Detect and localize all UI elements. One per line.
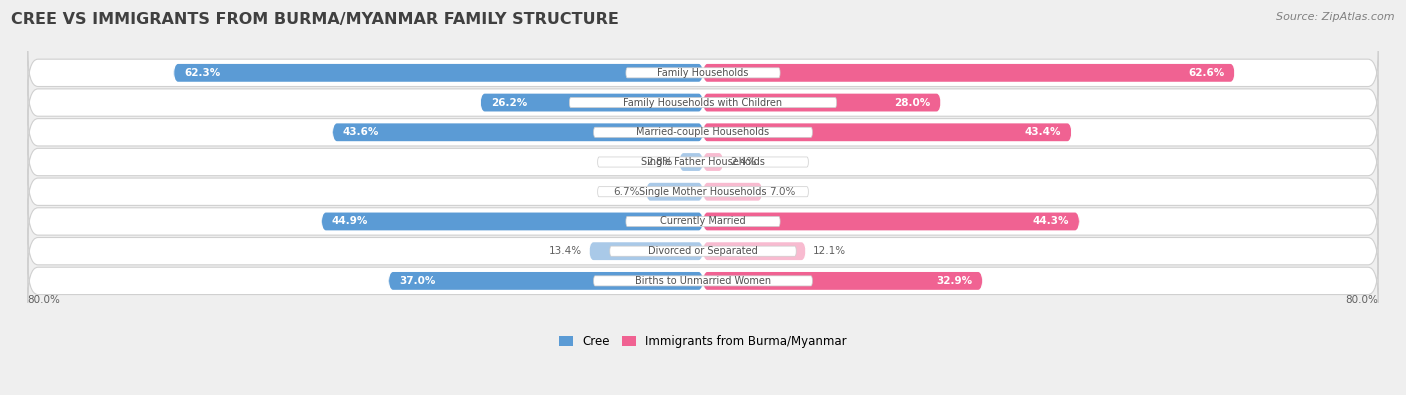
Text: 2.4%: 2.4%	[730, 157, 756, 167]
FancyBboxPatch shape	[703, 153, 723, 171]
Text: 43.4%: 43.4%	[1025, 127, 1062, 137]
FancyBboxPatch shape	[174, 64, 703, 82]
Legend: Cree, Immigrants from Burma/Myanmar: Cree, Immigrants from Burma/Myanmar	[554, 331, 852, 353]
FancyBboxPatch shape	[28, 170, 1378, 214]
Text: 2.8%: 2.8%	[645, 157, 672, 167]
FancyBboxPatch shape	[610, 246, 796, 256]
FancyBboxPatch shape	[593, 127, 813, 137]
Text: 13.4%: 13.4%	[550, 246, 582, 256]
Text: 80.0%: 80.0%	[28, 295, 60, 305]
FancyBboxPatch shape	[28, 81, 1378, 124]
FancyBboxPatch shape	[28, 51, 1378, 95]
Text: Currently Married: Currently Married	[661, 216, 745, 226]
Text: 37.0%: 37.0%	[399, 276, 436, 286]
Text: 80.0%: 80.0%	[1346, 295, 1378, 305]
Text: CREE VS IMMIGRANTS FROM BURMA/MYANMAR FAMILY STRUCTURE: CREE VS IMMIGRANTS FROM BURMA/MYANMAR FA…	[11, 12, 619, 27]
Text: Source: ZipAtlas.com: Source: ZipAtlas.com	[1277, 12, 1395, 22]
Text: 62.3%: 62.3%	[184, 68, 221, 78]
FancyBboxPatch shape	[28, 110, 1378, 154]
FancyBboxPatch shape	[481, 94, 703, 111]
FancyBboxPatch shape	[593, 276, 813, 286]
FancyBboxPatch shape	[703, 183, 762, 201]
FancyBboxPatch shape	[598, 157, 808, 167]
FancyBboxPatch shape	[703, 213, 1080, 230]
FancyBboxPatch shape	[703, 94, 941, 111]
FancyBboxPatch shape	[679, 153, 703, 171]
FancyBboxPatch shape	[333, 123, 703, 141]
Text: Births to Unmarried Women: Births to Unmarried Women	[636, 276, 770, 286]
Text: Family Households with Children: Family Households with Children	[623, 98, 783, 107]
FancyBboxPatch shape	[703, 272, 983, 290]
Text: 32.9%: 32.9%	[936, 276, 973, 286]
Text: Single Father Households: Single Father Households	[641, 157, 765, 167]
FancyBboxPatch shape	[703, 64, 1234, 82]
FancyBboxPatch shape	[703, 242, 806, 260]
Text: 44.3%: 44.3%	[1032, 216, 1069, 226]
FancyBboxPatch shape	[626, 216, 780, 226]
Text: 26.2%: 26.2%	[491, 98, 527, 107]
Text: 43.6%: 43.6%	[343, 127, 380, 137]
FancyBboxPatch shape	[589, 242, 703, 260]
Text: 62.6%: 62.6%	[1188, 68, 1225, 78]
FancyBboxPatch shape	[647, 183, 703, 201]
FancyBboxPatch shape	[388, 272, 703, 290]
FancyBboxPatch shape	[28, 140, 1378, 184]
FancyBboxPatch shape	[322, 213, 703, 230]
Text: 7.0%: 7.0%	[769, 187, 796, 197]
FancyBboxPatch shape	[28, 229, 1378, 273]
FancyBboxPatch shape	[28, 259, 1378, 303]
FancyBboxPatch shape	[626, 68, 780, 78]
Text: 44.9%: 44.9%	[332, 216, 368, 226]
Text: Single Mother Households: Single Mother Households	[640, 187, 766, 197]
Text: 28.0%: 28.0%	[894, 98, 931, 107]
FancyBboxPatch shape	[598, 187, 808, 197]
Text: Married-couple Households: Married-couple Households	[637, 127, 769, 137]
FancyBboxPatch shape	[28, 199, 1378, 243]
Text: 12.1%: 12.1%	[813, 246, 845, 256]
FancyBboxPatch shape	[569, 98, 837, 107]
Text: Family Households: Family Households	[658, 68, 748, 78]
Text: 6.7%: 6.7%	[613, 187, 640, 197]
Text: Divorced or Separated: Divorced or Separated	[648, 246, 758, 256]
FancyBboxPatch shape	[703, 123, 1071, 141]
